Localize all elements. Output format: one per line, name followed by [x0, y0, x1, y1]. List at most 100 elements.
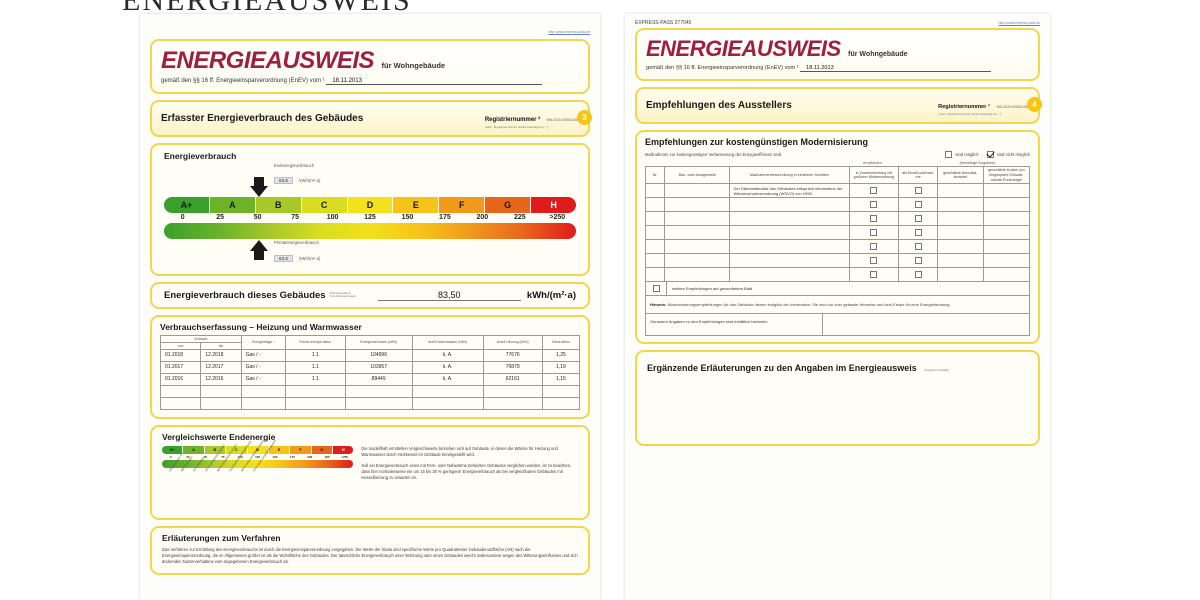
table-row: 01.2017 12.2017 Gas / -1.1 103957 k. A. 76879… [159, 360, 581, 374]
cell-single[interactable] [898, 225, 938, 241]
table-cell [411, 384, 484, 398]
cell-combined[interactable] [848, 197, 900, 213]
cell-combined[interactable] [848, 225, 900, 241]
table-row: 01.2016 12.2016 Gas / -1.1 89449 k. A. 62161 1… [159, 372, 581, 386]
cell-combined[interactable] [848, 267, 900, 283]
table-cell: 01.2016 [159, 372, 202, 386]
brand-title: ENERGIEAUSWEIS [161, 47, 375, 74]
table-cell: 12.2018 [200, 348, 242, 362]
cell-parts [664, 225, 731, 241]
col-group-zeitraum: Zeitraum [160, 334, 242, 343]
scale-tick: >250 [549, 214, 566, 222]
energy-class-A: A [183, 445, 205, 454]
scale-tick: 200 [476, 214, 489, 222]
table-cell [344, 384, 413, 398]
cell-description [729, 197, 850, 213]
combined-checkbox[interactable] [870, 215, 878, 223]
cell-description [729, 267, 850, 283]
scale-tick: 100 [237, 454, 243, 459]
single-checkbox[interactable] [914, 257, 922, 265]
table-cell [200, 384, 242, 398]
comparison-paragraph-1: Die modellhaft ermittelten Vergleichswer… [361, 445, 558, 458]
single-checkbox[interactable] [914, 229, 922, 237]
consumption-record-box: Verbrauchserfassung – Heizung und Warmwa… [150, 314, 590, 419]
cell-single[interactable] [898, 183, 938, 199]
explanations-note: (Angaben freiwillig) [924, 368, 949, 373]
cell-combined[interactable] [848, 239, 900, 255]
table-row [159, 396, 581, 410]
table-row [644, 253, 1031, 269]
cell-single[interactable] [898, 253, 938, 269]
cell-description [729, 225, 850, 241]
end-energy-arrow-icon [250, 177, 268, 198]
scale-tick: 25 [216, 214, 225, 222]
table-cell: 12.2017 [200, 360, 242, 374]
single-checkbox[interactable] [914, 243, 922, 251]
scale-tick: 175 [439, 214, 451, 222]
cell-single[interactable] [898, 197, 938, 213]
col-header-cost: geschätzte Kosten pro eingesparte Kilowa… [982, 166, 1031, 185]
left-page-url[interactable]: http://www.express-pass.de [548, 30, 590, 34]
cell-parts [664, 183, 731, 199]
cell-combined[interactable] [848, 211, 900, 227]
cut-off-document-title: ENERGIEAUSWEIS [122, 0, 412, 17]
combined-checkbox[interactable] [870, 201, 878, 209]
single-checkbox[interactable] [914, 201, 922, 209]
cell-combined[interactable] [848, 253, 900, 269]
single-checkbox[interactable] [914, 215, 922, 223]
cell-nr [644, 225, 666, 241]
combined-checkbox[interactable] [870, 271, 878, 279]
comparison-title: Vergleichswerte Endenergie [162, 431, 276, 442]
cell-cost [982, 225, 1031, 241]
hinweis-table: Hinweis: Modernisierungsempfehlungen für… [645, 295, 1030, 315]
combined-checkbox[interactable] [870, 187, 878, 195]
consumption-record-table: Zeitraum Energieträger ³ Primär-energie-fa… [159, 334, 581, 410]
cell-parts [664, 197, 731, 213]
left-reg-label: Registriernummer ² [484, 117, 541, 123]
cell-combined[interactable] [848, 183, 900, 199]
table-cell: 1.1 [285, 360, 346, 374]
issue-date: 18.11.2013 [326, 78, 543, 85]
possible-checkbox[interactable] [945, 151, 953, 159]
col-header: Energieträger ³ [240, 334, 287, 350]
further-recommendations-checkbox[interactable] [652, 285, 660, 293]
combined-checkbox[interactable] [870, 257, 878, 265]
recommendations-lead: Maßnahmen zur kostengünstigen Verbesseru… [645, 152, 782, 158]
energy-class-E: E [393, 197, 440, 214]
result-note: (Pflichtangabe in Immobilienanzeigen) [329, 290, 357, 299]
table-cell [240, 384, 287, 398]
contact-value-field[interactable] [821, 313, 1031, 337]
cell-nr [644, 267, 666, 283]
not-possible-label: sind nicht möglich [996, 152, 1030, 158]
cell-single[interactable] [898, 267, 938, 283]
single-checkbox[interactable] [914, 187, 922, 195]
cell-parts [664, 239, 731, 255]
page-number-badge-3: 3 [577, 110, 592, 125]
right-reg-value: NW-2020-003061260 [996, 105, 1029, 109]
col-header-amortization: geschätzte Amortisa-tionszeit [936, 166, 984, 185]
scale-tick: 150 [272, 454, 278, 459]
procedure-text: Das Verfahren zur Ermittlung des Energie… [162, 546, 578, 565]
single-checkbox[interactable] [914, 271, 922, 279]
brand-subtitle: für Wohngebäude [381, 61, 446, 70]
comparison-box: Vergleichswerte Endenergie A+ A B C D E F G H 0 2… [150, 424, 590, 520]
cell-single[interactable] [898, 239, 938, 255]
procedure-box: Erläuterungen zum Verfahren Das Verfahre… [150, 525, 590, 576]
recommendations-title: Empfehlungen zur kostengünstigen Moderni… [645, 137, 869, 148]
comparison-class-scale: A+ A B C D E F G H [162, 445, 354, 454]
cell-description [729, 239, 850, 255]
combined-checkbox[interactable] [870, 243, 878, 251]
right-header-box: ENERGIEAUSWEIS für Wohngebäude gemäß den… [635, 28, 1040, 81]
table-row [644, 225, 1031, 241]
cell-single[interactable] [898, 211, 938, 227]
not-possible-checkbox[interactable] [986, 151, 994, 159]
table-cell: 1,19 [541, 360, 581, 374]
table-cell: 1.1 [285, 372, 346, 386]
combined-checkbox[interactable] [870, 229, 878, 237]
primary-energy-label: Primärenergieverbrauch [274, 240, 319, 246]
right-page-url[interactable]: http://www.express-pass.de [998, 21, 1040, 25]
col-header-parts: Bau- oder Anlagenteile [664, 166, 731, 185]
cell-amortization [936, 253, 984, 269]
end-energy-unit: kWh/(m²·a) [299, 178, 321, 184]
left-reg-note: (oder: „Registriernummer wurde beantragt… [484, 125, 549, 129]
